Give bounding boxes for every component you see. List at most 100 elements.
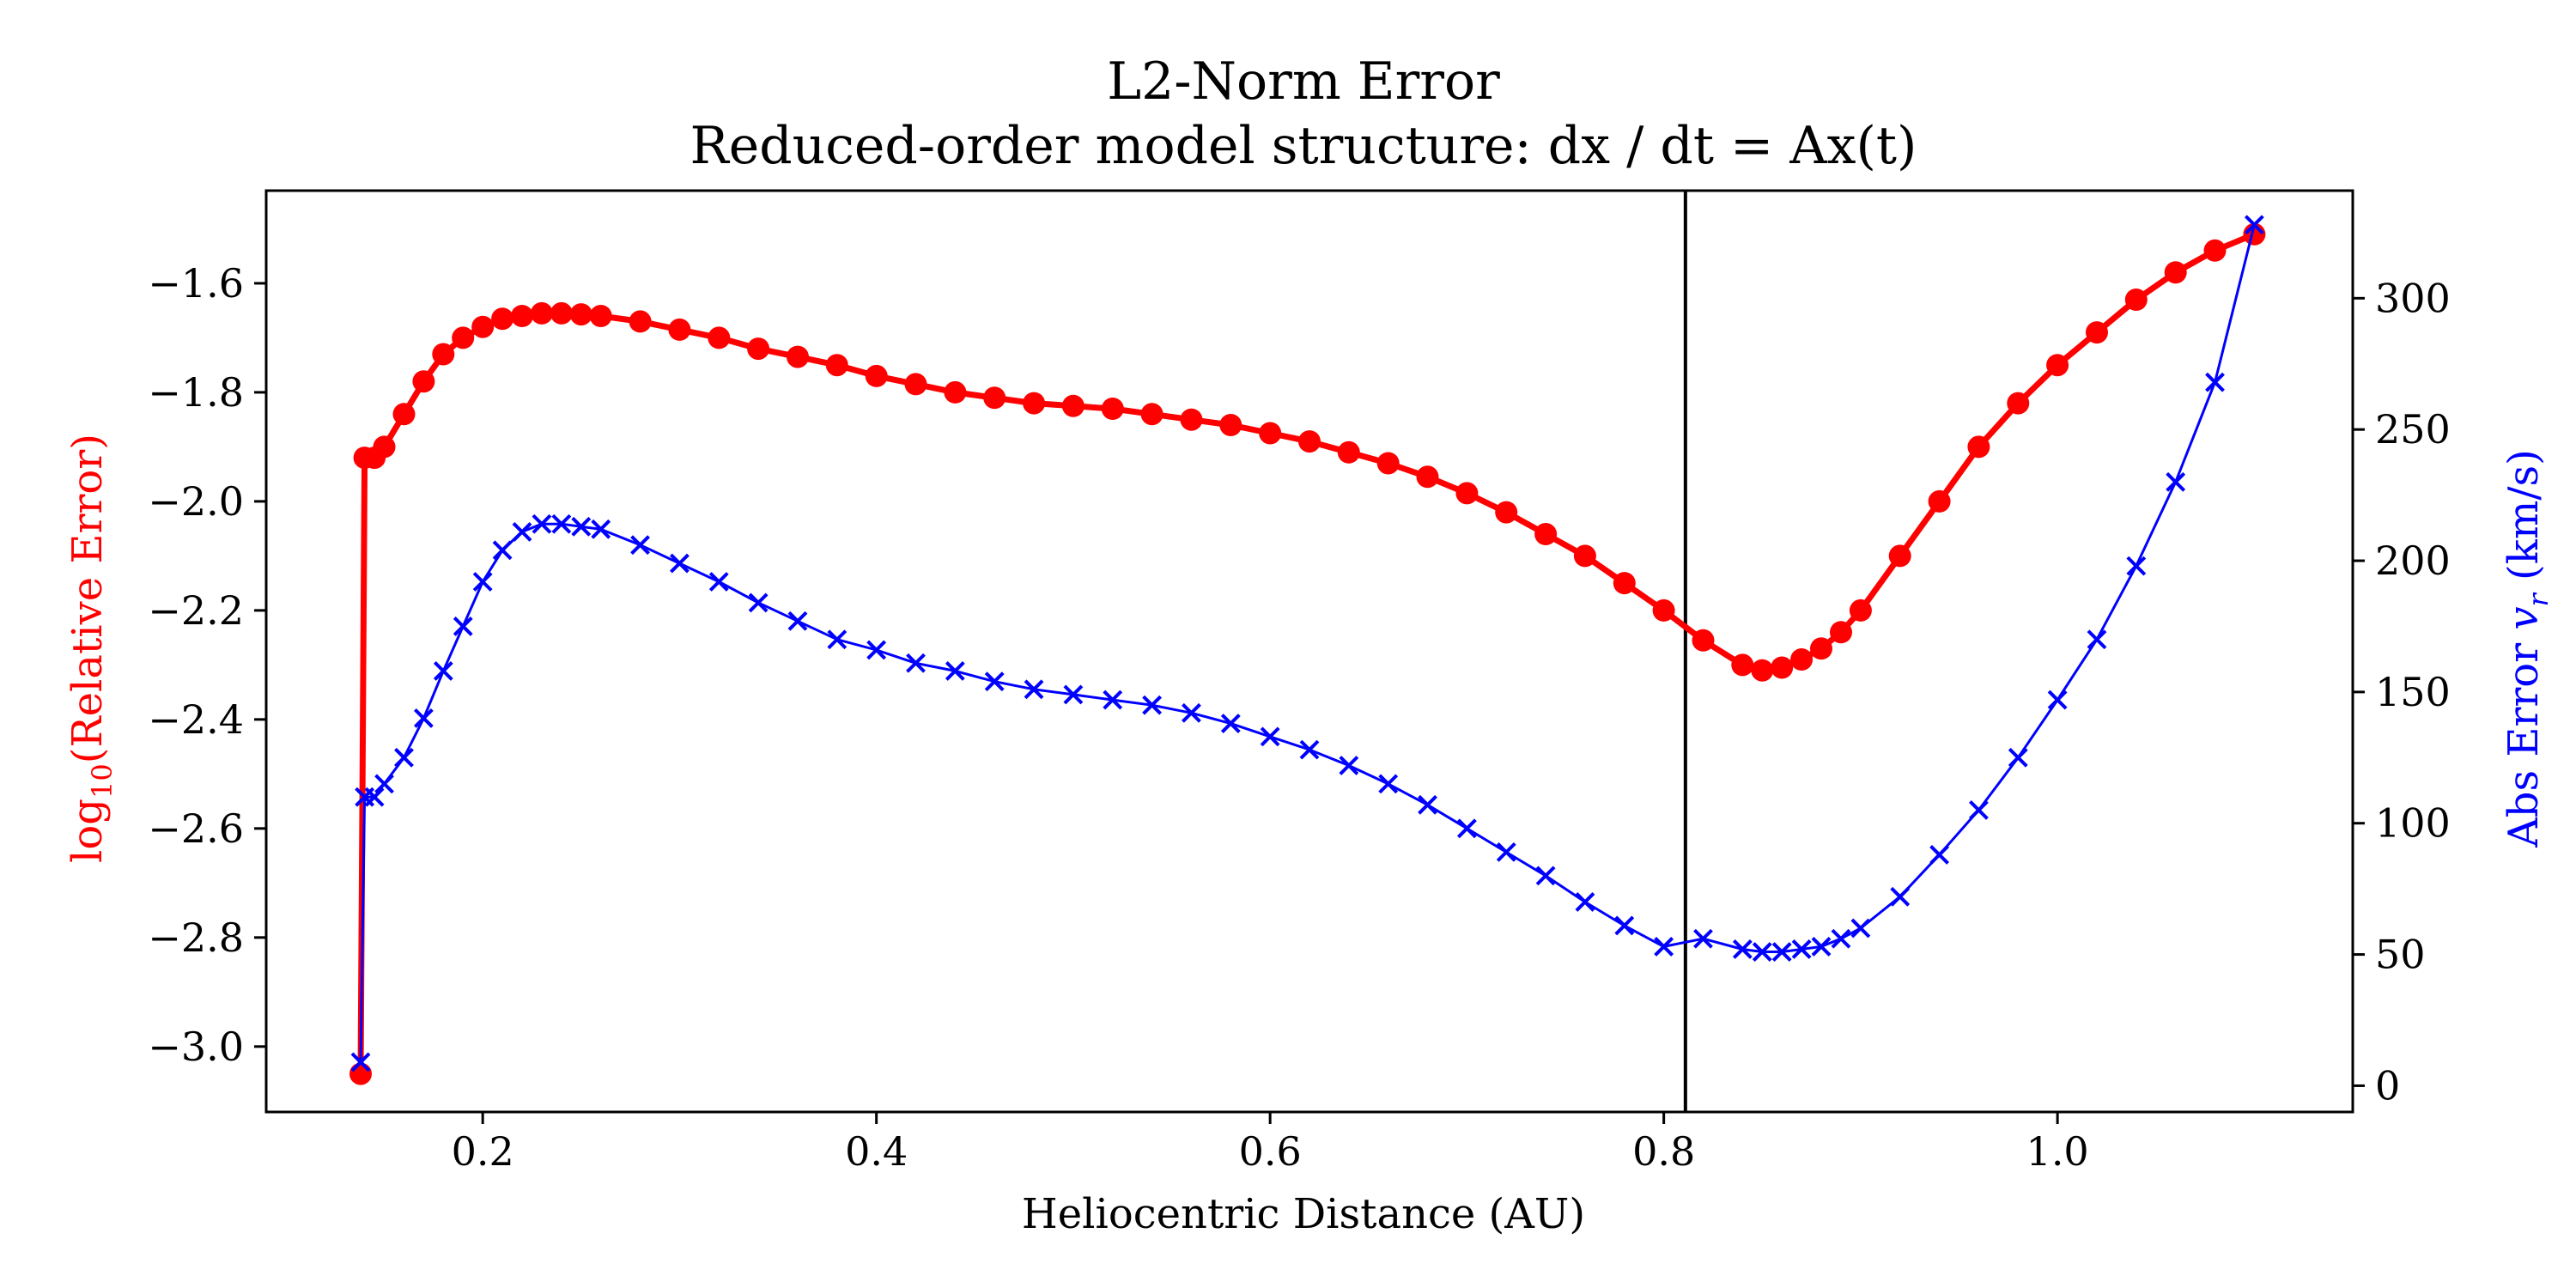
abs-error-point [1024, 679, 1044, 700]
abs-error-point [413, 708, 434, 728]
relative-error-point [1928, 489, 1951, 513]
relative-error-point [708, 326, 731, 349]
relative-error-point [1495, 501, 1518, 524]
left-axis-label-suffix: (Relative Error) [64, 434, 112, 763]
relative-error-point [2203, 239, 2227, 262]
left-y-tick-label: −1.8 [148, 369, 244, 416]
abs-error-point [1496, 841, 1516, 862]
relative-error-point [1534, 523, 1558, 545]
abs-error-point [512, 521, 532, 542]
right-y-tick-label: 250 [2375, 406, 2451, 453]
abs-error-point [2126, 556, 2147, 576]
left-y-tick-label: −1.6 [148, 260, 244, 307]
abs-error-point [1890, 886, 1911, 907]
relative-error-point [1849, 598, 1872, 622]
relative-error-point [1140, 403, 1163, 426]
relative-error-point [2164, 261, 2187, 284]
relative-error-point [1810, 637, 1832, 660]
relative-error-point [569, 303, 592, 326]
relative-error-point [412, 370, 435, 393]
abs-error-point [364, 787, 385, 807]
abs-error-point [1850, 918, 1871, 939]
abs-error-point [1063, 684, 1084, 705]
abs-error-point [1418, 794, 1437, 815]
x-tick-label: 1.0 [2026, 1128, 2089, 1175]
abs-error-point [532, 513, 552, 534]
relative-error-point [1573, 544, 1596, 568]
relative-error-point [2007, 392, 2030, 415]
relative-error-point [452, 326, 475, 349]
abs-error-point [492, 540, 513, 561]
left-y-tick-label: −2.8 [148, 914, 244, 961]
abs-error-point [1339, 756, 1359, 775]
left-axis-label: log10(Relative Error) [64, 434, 118, 863]
relative-error-series [349, 222, 2266, 1085]
abs-error-point [1378, 774, 1399, 794]
abs-error-point [1614, 915, 1635, 936]
relative-error-point [787, 345, 809, 368]
abs-error-point [1260, 726, 1280, 747]
abs-error-point [866, 640, 887, 660]
relative-error-point [471, 315, 495, 338]
abs-error-point [670, 553, 690, 574]
relative-error-point [1731, 653, 1754, 677]
series-layer [349, 215, 2266, 1085]
relative-error-point [2124, 289, 2148, 311]
abs-error-point [1752, 942, 1772, 962]
abs-error-point [2047, 690, 2068, 710]
left-y-tick-label: −2.0 [148, 478, 244, 525]
abs-error-point [591, 519, 611, 539]
abs-error-point [2008, 747, 2028, 768]
relative-error-point [392, 403, 416, 426]
left-axis-label-subscript: 10 [86, 763, 118, 799]
abs-error-point [394, 747, 414, 768]
abs-error-point [1771, 942, 1792, 962]
relative-error-point [629, 310, 652, 333]
abs-error-point [1969, 800, 1989, 820]
relative-error-point [589, 305, 612, 327]
left-y-tick-label: −3.0 [148, 1024, 244, 1070]
right-axis-label-suffix: (km/s) [2500, 449, 2548, 593]
relative-error-point [373, 435, 396, 459]
relative-error-point [1692, 629, 1715, 652]
abs-error-point [1575, 892, 1595, 912]
abs-error-point [1299, 739, 1320, 760]
relative-error-point [1455, 482, 1479, 505]
abs-error-point [1831, 928, 1851, 949]
relative-error-point [1652, 598, 1675, 622]
chart-subtitle: Reduced-order model structure: dx / dt =… [690, 116, 1917, 176]
abs-error-point [1791, 939, 1812, 959]
right-axis-label-prefix: Abs Error [2500, 630, 2548, 848]
relative-error-point [1061, 394, 1084, 417]
relative-error-point [747, 337, 770, 361]
relative-error-point [1337, 440, 1360, 464]
relative-error-point [1023, 392, 1046, 415]
abs-error-point [1693, 928, 1713, 949]
relative-error-point [668, 318, 691, 341]
abs-error-series [350, 215, 2264, 1072]
relative-error-point [1259, 422, 1282, 445]
relative-error-point [511, 305, 533, 327]
relative-error-point [1416, 465, 1439, 489]
right-y-tick-label: 50 [2375, 932, 2426, 978]
abs-error-point [350, 1052, 371, 1072]
relative-error-point [1967, 435, 1990, 459]
abs-error-point [1456, 818, 1477, 839]
relative-error-point [825, 354, 848, 377]
right-y-tick-label: 200 [2375, 538, 2451, 584]
abs-error-point [708, 572, 729, 592]
x-axis-label: Heliocentric Distance (AU) [1022, 1190, 1585, 1238]
abs-error-point [748, 592, 769, 613]
relative-error-point [1613, 572, 1636, 595]
abs-error-point [1732, 939, 1753, 959]
relative-error-point [349, 1062, 372, 1085]
chart-title: L2-Norm Error [1107, 52, 1500, 112]
abs-error-point [433, 661, 453, 681]
abs-error-point [945, 661, 965, 681]
abs-error-point [1535, 866, 1556, 886]
relative-error-point [2046, 354, 2069, 377]
right-axis-label-variable: v [2500, 606, 2548, 629]
right-y-tick-label: 300 [2375, 275, 2451, 321]
right-y-tick-label: 100 [2375, 800, 2451, 847]
